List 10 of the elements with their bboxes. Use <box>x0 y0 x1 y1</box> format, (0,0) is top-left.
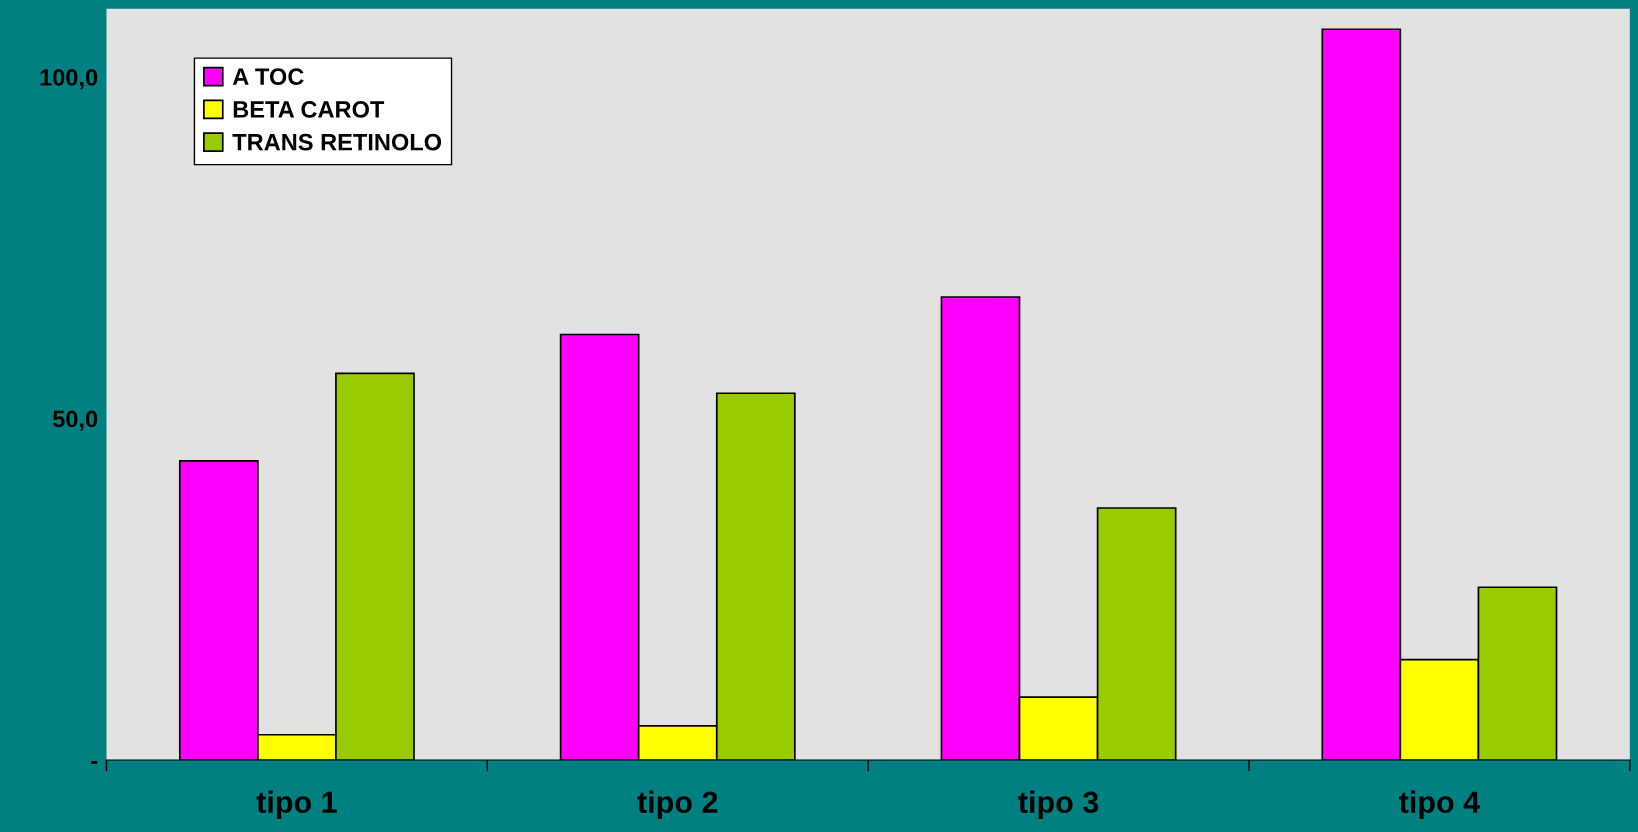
y-tick-label: 100,0 <box>40 69 98 90</box>
x-tick-label: tipo 1 <box>256 790 337 820</box>
x-tick-label: tipo 3 <box>1018 790 1099 820</box>
legend-label: A TOC <box>232 68 304 86</box>
legend-label: BETA CAROT <box>233 101 385 118</box>
legend-label: TRANS RETINOLO <box>232 133 442 151</box>
y-tick-label: - <box>91 761 98 764</box>
x-tick-label: tipo 4 <box>1399 790 1480 820</box>
y-tick-label: 50,0 <box>52 410 98 431</box>
x-tick-label: tipo 2 <box>637 790 718 820</box>
